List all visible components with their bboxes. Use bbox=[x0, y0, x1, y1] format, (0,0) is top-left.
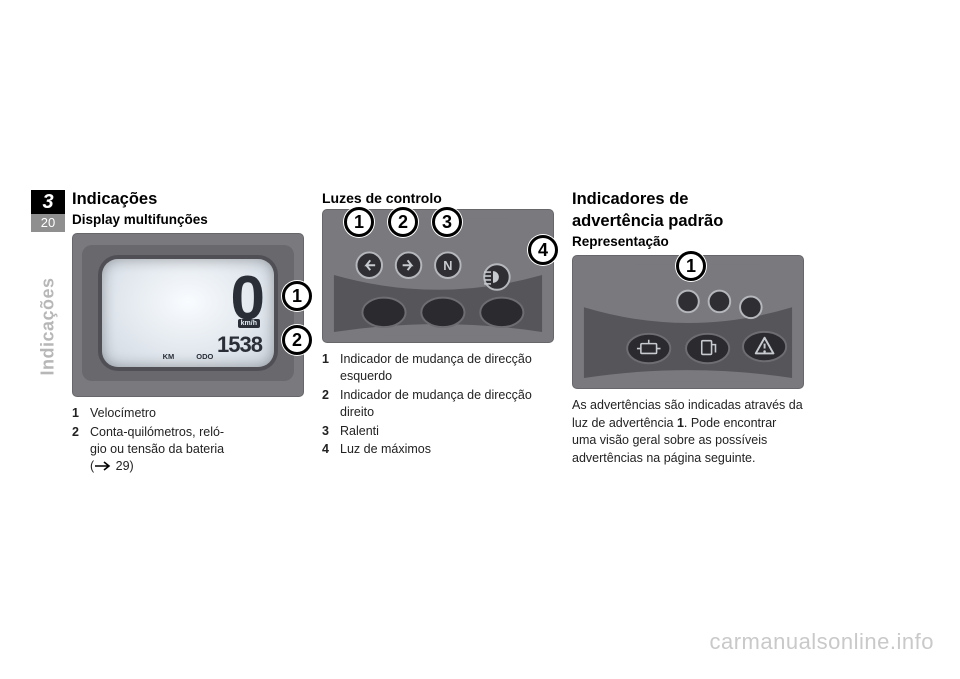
legend-text: Indicador de mudança de direcção esquerd… bbox=[340, 351, 554, 385]
column-1: Indicações Display multifunções 0 km/h 1… bbox=[72, 190, 304, 477]
col2-title: Luzes de controlo bbox=[322, 190, 554, 206]
col3-body: As advertências são indicadas através da… bbox=[572, 397, 804, 467]
col3-title-line2: advertência padrão bbox=[572, 212, 804, 231]
callout-4: 4 bbox=[528, 235, 558, 265]
watermark: carmanualsonline.info bbox=[709, 629, 934, 655]
chapter-number: 3 bbox=[31, 190, 65, 214]
lcd-outer: 0 km/h 1538 KM ODO bbox=[82, 245, 294, 381]
column-2: Luzes de controlo bbox=[322, 190, 554, 460]
lcd-odo-label: ODO bbox=[196, 352, 213, 361]
legend-row: 2 Conta-quilómetros, reló- gio ou tensão… bbox=[72, 424, 304, 475]
sidebar: 3 20 Indicações bbox=[30, 190, 66, 337]
callout-2: 2 bbox=[388, 207, 418, 237]
legend-text: Velocímetro bbox=[90, 405, 304, 422]
lcd-bottom-labels: KM ODO bbox=[102, 352, 274, 361]
col3-title-line1: Indicadores de bbox=[572, 190, 804, 209]
legend-num: 2 bbox=[72, 424, 90, 441]
legend-num: 3 bbox=[322, 423, 340, 440]
col1-legend: 1 Velocímetro 2 Conta-quilómetros, reló-… bbox=[72, 405, 304, 475]
legend-num: 4 bbox=[322, 441, 340, 458]
callout-3: 3 bbox=[432, 207, 462, 237]
lcd-km-label: KM bbox=[163, 352, 175, 361]
lcd-screen: 0 km/h 1538 KM ODO bbox=[102, 259, 274, 367]
fig-warning-indicators: 1 bbox=[572, 255, 804, 389]
legend-text: Indicador de mudança de direcção direito bbox=[340, 387, 554, 421]
arrow-icon bbox=[94, 461, 112, 471]
legend-num: 1 bbox=[322, 351, 340, 368]
legend-num: 1 bbox=[72, 405, 90, 422]
col1-subtitle: Display multifunções bbox=[72, 212, 304, 227]
col2-legend: 1 Indicador de mudança de direcção esque… bbox=[322, 351, 554, 458]
fig-control-lights: N bbox=[322, 209, 554, 343]
legend-text: Ralenti bbox=[340, 423, 554, 440]
svg-text:N: N bbox=[443, 258, 452, 273]
fig-display: 0 km/h 1538 KM ODO 1 2 bbox=[72, 233, 304, 397]
legend-row: 1 Indicador de mudança de direcção esque… bbox=[322, 351, 554, 385]
legend-text: Conta-quilómetros, reló- gio ou tensão d… bbox=[90, 424, 304, 475]
column-3: Indicadores de advertência padrão Repres… bbox=[572, 190, 804, 467]
callout-1: 1 bbox=[676, 251, 706, 281]
col3-subtitle: Representação bbox=[572, 234, 804, 249]
col1-title: Indicações bbox=[72, 190, 304, 209]
callout-2: 2 bbox=[282, 325, 312, 355]
section-label: Indicações bbox=[38, 277, 59, 375]
legend-row: 2 Indicador de mudança de direcção direi… bbox=[322, 387, 554, 421]
manual-page: 3 20 Indicações Indicações Display multi… bbox=[0, 0, 960, 679]
content-row: 3 20 Indicações Indicações Display multi… bbox=[30, 190, 930, 477]
chapter-tab: 3 20 bbox=[31, 190, 65, 232]
legend-row: 1 Velocímetro bbox=[72, 405, 304, 422]
cluster-svg-2 bbox=[580, 263, 796, 383]
callout-1: 1 bbox=[344, 207, 374, 237]
legend-row: 4 Luz de máximos bbox=[322, 441, 554, 458]
legend-row: 3 Ralenti bbox=[322, 423, 554, 440]
legend-text: Luz de máximos bbox=[340, 441, 554, 458]
lcd-unit-badge: km/h bbox=[238, 319, 260, 328]
page-number: 20 bbox=[31, 214, 65, 232]
legend-num: 2 bbox=[322, 387, 340, 404]
callout-1: 1 bbox=[282, 281, 312, 311]
